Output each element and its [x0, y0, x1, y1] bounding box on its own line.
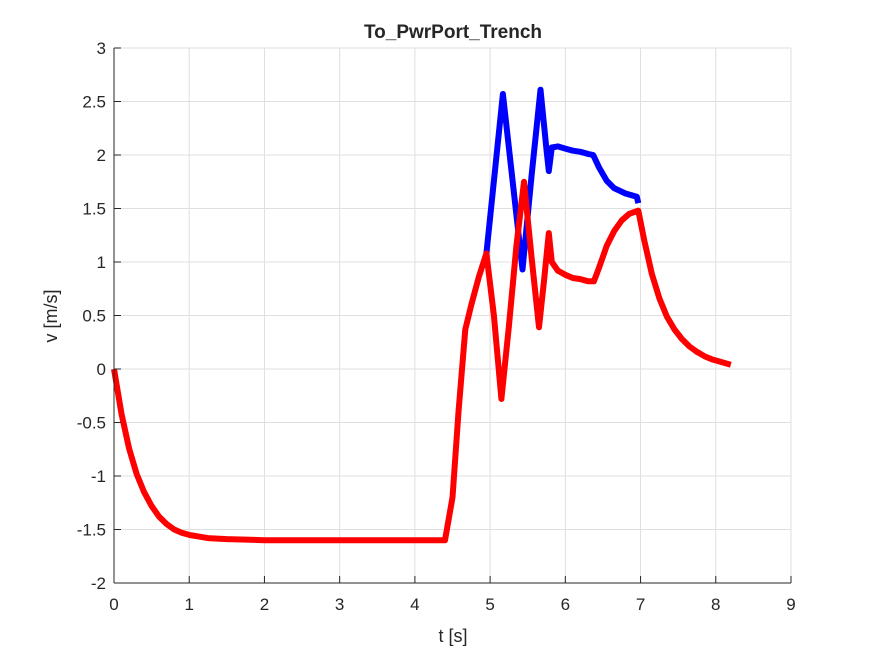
y-tick-label: 1: [97, 253, 106, 272]
x-tick-label: 4: [410, 595, 419, 614]
x-tick-label: 0: [109, 595, 118, 614]
y-tick-label: 0: [97, 360, 106, 379]
x-axis-label: t [s]: [438, 626, 467, 646]
chart-title: To_PwrPort_Trench: [364, 22, 542, 43]
x-tick-label: 5: [485, 595, 494, 614]
grid: [113, 47, 792, 584]
y-tick-label: -1.5: [77, 521, 106, 540]
tick-labels: 0 1 2 3 4 5 6 7 8 9 -2 -1.5 -1 -0.5 0 0.5 1 1.5 2 2.5 3: [77, 39, 796, 614]
y-tick-label: -0.5: [77, 414, 106, 433]
series-line-1: [483, 86, 642, 273]
x-tick-label: 9: [786, 595, 795, 614]
x-tick-label: 2: [260, 595, 269, 614]
x-tick-label: 1: [184, 595, 193, 614]
x-tick-label: 3: [335, 595, 344, 614]
series-line-2: [111, 178, 732, 544]
series-layer: [111, 86, 732, 544]
x-tick-label: 8: [711, 595, 720, 614]
x-tick-label: 7: [636, 595, 645, 614]
y-axis-label: v [m/s]: [41, 290, 61, 343]
axes: [113, 47, 792, 584]
y-tick-label: 3: [97, 39, 106, 58]
y-tick-label: -1: [91, 467, 106, 486]
y-tick-label: -2: [91, 574, 106, 593]
y-tick-label: 1.5: [82, 200, 106, 219]
y-tick-label: 2.5: [82, 93, 106, 112]
x-tick-label: 6: [561, 595, 570, 614]
y-tick-label: 0.5: [82, 307, 106, 326]
y-tick-label: 2: [97, 146, 106, 165]
